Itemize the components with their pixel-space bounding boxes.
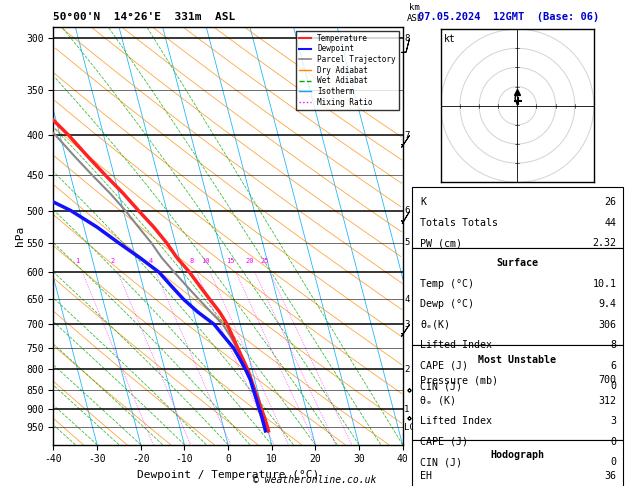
Text: 6: 6 [610,361,616,370]
Text: 3: 3 [610,417,616,426]
Text: 7: 7 [404,131,409,140]
Text: PW (cm): PW (cm) [420,238,462,248]
Text: CIN (J): CIN (J) [420,381,462,391]
Text: © weatheronline.co.uk: © weatheronline.co.uk [253,475,376,485]
Text: 8: 8 [404,34,409,43]
Text: K: K [420,197,426,207]
Text: 2: 2 [404,365,409,374]
Text: CAPE (J): CAPE (J) [420,437,469,447]
Text: CAPE (J): CAPE (J) [420,361,469,370]
Text: Mixing Ratio (g/kg): Mixing Ratio (g/kg) [424,188,433,283]
Text: 44: 44 [604,218,616,227]
Text: 9.4: 9.4 [598,299,616,309]
Bar [412,345,623,440]
Text: 0: 0 [610,381,616,391]
Text: km
ASL: km ASL [407,3,423,22]
Text: 6: 6 [404,206,409,215]
Legend: Temperature, Dewpoint, Parcel Trajectory, Dry Adiabat, Wet Adiabat, Isotherm, Mi: Temperature, Dewpoint, Parcel Trajectory… [296,31,399,110]
Text: 1: 1 [404,405,409,414]
Text: θₑ (K): θₑ (K) [420,396,457,406]
Text: 50°00'N  14°26'E  331m  ASL: 50°00'N 14°26'E 331m ASL [53,12,236,22]
Y-axis label: hPa: hPa [14,226,25,246]
Text: 15: 15 [226,258,235,264]
Text: 0: 0 [610,437,616,447]
Text: Most Unstable: Most Unstable [478,355,557,365]
Text: 2.32: 2.32 [593,238,616,248]
Text: LCL: LCL [404,423,420,432]
Text: EH: EH [420,470,432,481]
Bar [412,440,623,486]
Text: Temp (°C): Temp (°C) [420,278,474,289]
Text: Pressure (mb): Pressure (mb) [420,375,498,385]
Text: Hodograph: Hodograph [491,450,544,460]
Text: Surface: Surface [496,258,538,268]
Text: 4: 4 [148,258,153,264]
Text: 700: 700 [598,375,616,385]
Text: kt: kt [444,34,455,44]
Text: CIN (J): CIN (J) [420,457,462,467]
Text: 306: 306 [598,320,616,330]
Text: 3: 3 [404,320,409,329]
Text: 26: 26 [604,197,616,207]
Text: 5: 5 [404,238,409,247]
Text: Totals Totals: Totals Totals [420,218,498,227]
Text: 20: 20 [245,258,253,264]
Text: 10.1: 10.1 [593,278,616,289]
Text: 2: 2 [111,258,115,264]
Text: 1: 1 [75,258,80,264]
Text: 8: 8 [610,340,616,350]
Bar [412,248,623,345]
Text: Lifted Index: Lifted Index [420,417,493,426]
Text: θₑ(K): θₑ(K) [420,320,450,330]
Text: 0: 0 [610,457,616,467]
Text: Lifted Index: Lifted Index [420,340,493,350]
Bar [412,187,623,248]
Text: 07.05.2024  12GMT  (Base: 06): 07.05.2024 12GMT (Base: 06) [418,12,599,22]
Text: 4: 4 [404,295,409,304]
Text: 25: 25 [260,258,269,264]
Text: 10: 10 [201,258,209,264]
X-axis label: Dewpoint / Temperature (°C): Dewpoint / Temperature (°C) [137,470,319,480]
Text: 36: 36 [604,470,616,481]
Text: 312: 312 [598,396,616,406]
Text: 8: 8 [189,258,194,264]
Text: Dewp (°C): Dewp (°C) [420,299,474,309]
